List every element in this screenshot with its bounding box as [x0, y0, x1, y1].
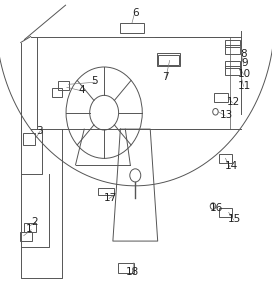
Text: 6: 6	[132, 8, 139, 18]
Text: 3: 3	[36, 126, 43, 136]
Text: 18: 18	[126, 267, 140, 278]
Text: 9: 9	[242, 58, 248, 68]
Text: 15: 15	[228, 214, 242, 224]
Text: 2: 2	[31, 217, 38, 227]
Text: 12: 12	[227, 97, 240, 107]
Text: 11: 11	[238, 81, 252, 91]
Text: 8: 8	[240, 50, 247, 59]
Text: 17: 17	[104, 193, 117, 203]
Text: 7: 7	[162, 72, 168, 82]
Text: 16: 16	[210, 203, 223, 213]
Text: 4: 4	[78, 85, 85, 95]
Text: 10: 10	[238, 69, 251, 79]
Text: 13: 13	[220, 110, 233, 120]
Text: 5: 5	[91, 76, 97, 86]
Text: 1: 1	[26, 224, 33, 234]
Text: 14: 14	[225, 161, 238, 171]
